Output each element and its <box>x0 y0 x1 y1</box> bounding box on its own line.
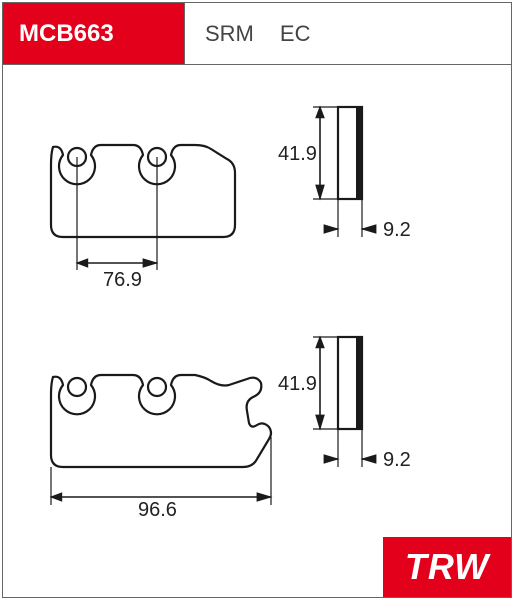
part-number: MCB663 <box>19 20 114 48</box>
part-number-cell: MCB663 <box>3 3 185 64</box>
pad-bottom-backplate <box>356 337 362 429</box>
pad-top-front <box>51 145 235 270</box>
pad-bottom-hole-2 <box>148 378 166 396</box>
brand-logo: TRW <box>383 537 511 597</box>
pad-top-backplate <box>356 107 362 199</box>
dim-height-bottom: 41.9 <box>278 373 317 396</box>
pad-bottom-side <box>313 337 374 467</box>
dim-mount-span: 76.9 <box>103 269 142 292</box>
dim-height-top: 41.9 <box>278 143 317 166</box>
variant-cell: SRM EC <box>185 3 511 64</box>
pad-top-side <box>313 107 374 237</box>
dim-thickness-bottom: 9.2 <box>383 449 411 472</box>
dim-thickness-top: 9.2 <box>383 219 411 242</box>
diagram-frame: MCB663 SRM EC <box>2 2 512 598</box>
brand-text: TRW <box>405 546 489 588</box>
dim-width-bottom: 96.6 <box>138 499 177 522</box>
variant-1: SRM <box>205 21 254 47</box>
pad-bottom-hole-1 <box>68 378 86 396</box>
header-bar: MCB663 SRM EC <box>3 3 511 65</box>
pad-bottom-outline <box>51 375 271 467</box>
variant-2: EC <box>280 21 311 47</box>
technical-drawing <box>3 65 513 599</box>
pad-bottom-front <box>51 375 271 505</box>
pad-top-outline <box>51 145 235 237</box>
